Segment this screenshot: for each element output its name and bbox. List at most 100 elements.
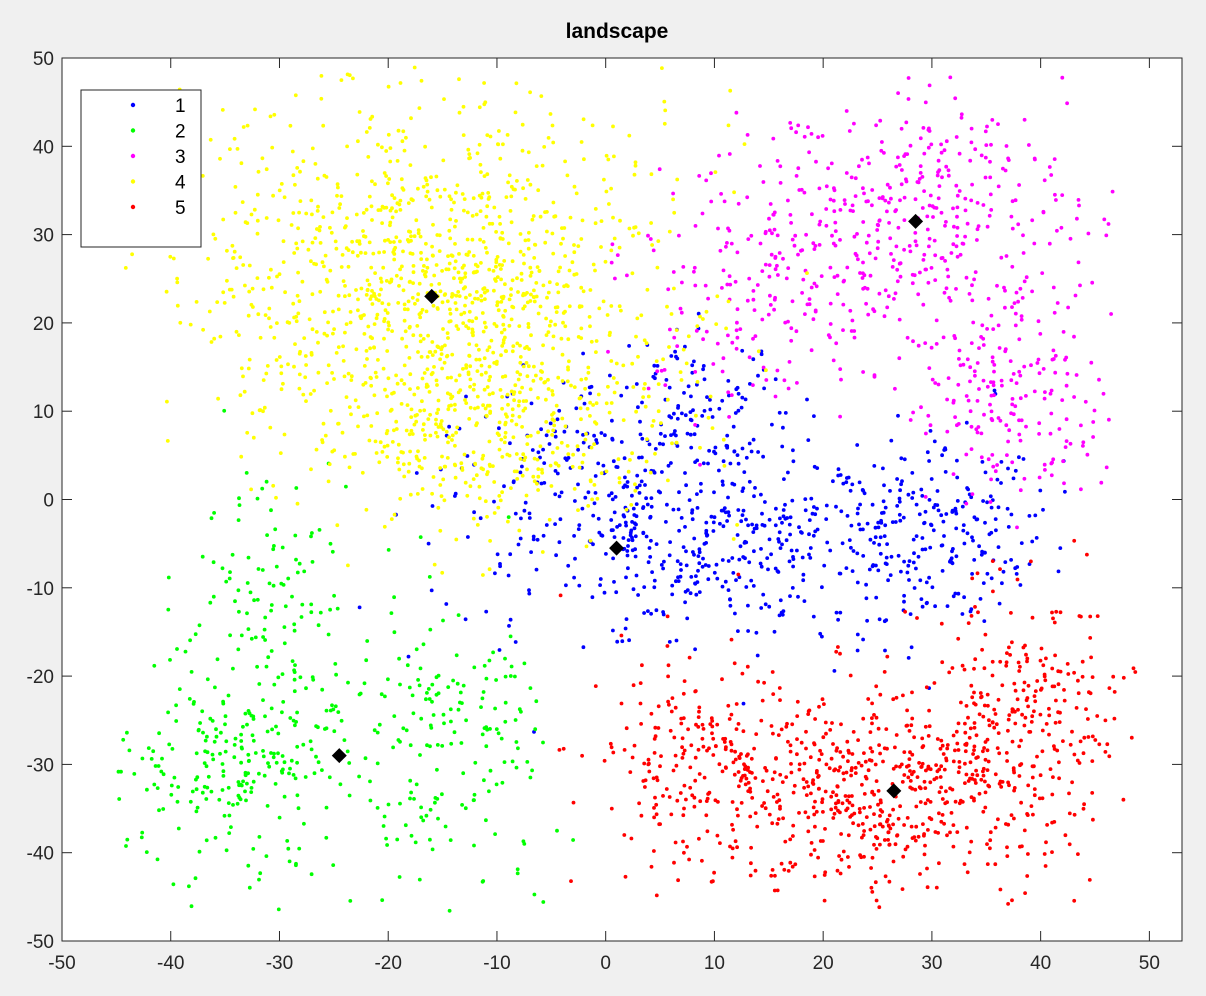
data-point [742, 142, 747, 147]
data-point [802, 134, 807, 139]
data-point [1005, 453, 1009, 457]
data-point [449, 375, 453, 380]
data-point [1031, 812, 1035, 817]
data-point [582, 401, 587, 406]
data-point [985, 842, 989, 846]
data-point [928, 193, 933, 198]
data-point [648, 555, 653, 559]
data-point [271, 193, 275, 198]
data-point [876, 789, 881, 793]
data-point [747, 560, 752, 565]
data-point [922, 833, 926, 838]
data-point [269, 267, 273, 272]
data-point [1014, 381, 1019, 385]
data-point [969, 126, 974, 131]
data-point [226, 801, 231, 805]
data-point [556, 269, 561, 274]
data-point [480, 311, 485, 315]
data-point [364, 207, 369, 212]
data-point [809, 285, 814, 290]
data-point [409, 428, 414, 433]
data-point [1131, 666, 1136, 671]
data-point [368, 779, 372, 784]
data-point [968, 158, 973, 163]
data-point [790, 722, 795, 727]
data-point [701, 727, 706, 731]
data-point [370, 179, 374, 184]
data-point [760, 269, 765, 273]
data-point [672, 286, 676, 291]
data-point [703, 563, 708, 567]
data-point [998, 659, 1003, 664]
data-point [935, 737, 940, 741]
data-point [643, 404, 648, 409]
data-point [446, 336, 450, 340]
data-point [440, 300, 445, 305]
data-point [963, 749, 968, 754]
data-point [783, 839, 788, 844]
data-point [961, 242, 966, 246]
data-point [438, 466, 443, 470]
data-point [496, 308, 501, 313]
data-point [955, 499, 960, 503]
data-point [231, 294, 236, 299]
data-point [601, 463, 606, 468]
data-point [795, 548, 799, 553]
data-point [497, 494, 502, 498]
data-point [993, 469, 998, 474]
data-point [1037, 371, 1042, 376]
data-point [512, 398, 516, 403]
data-point [235, 801, 240, 806]
data-point [190, 789, 195, 794]
data-point [988, 838, 993, 843]
data-point [844, 480, 849, 485]
data-point [646, 609, 650, 613]
data-point [588, 400, 592, 405]
data-point [1058, 710, 1062, 715]
data-point [1013, 688, 1018, 693]
data-point [874, 684, 879, 689]
data-point [333, 239, 338, 244]
x-tick-label: -20 [374, 953, 401, 974]
data-point [697, 174, 702, 178]
data-point [249, 212, 254, 217]
data-point [684, 563, 689, 568]
data-point [266, 761, 270, 765]
data-point [1005, 759, 1009, 763]
data-point [733, 839, 738, 844]
data-point [923, 786, 928, 790]
data-point [419, 257, 424, 261]
data-point [962, 541, 967, 546]
data-point [243, 789, 247, 794]
data-point [287, 771, 291, 776]
data-point [360, 314, 364, 318]
data-point [771, 692, 776, 696]
data-point [416, 350, 420, 354]
data-point [880, 140, 884, 144]
data-point [392, 428, 396, 433]
data-point [630, 271, 635, 276]
data-point [471, 253, 476, 258]
data-point [751, 357, 756, 362]
data-point [877, 617, 882, 622]
data-point [898, 488, 902, 493]
data-point [794, 174, 799, 178]
data-point [298, 169, 302, 174]
data-point [441, 327, 445, 331]
data-point [1039, 646, 1044, 651]
data-point [465, 237, 470, 242]
data-point [1051, 775, 1055, 779]
data-point [803, 508, 808, 513]
data-point [250, 286, 255, 291]
data-point [213, 236, 218, 241]
data-point [941, 519, 946, 524]
data-point [420, 487, 425, 491]
data-point [344, 395, 349, 399]
data-point [338, 782, 343, 787]
data-point [950, 666, 955, 670]
data-point [622, 748, 627, 752]
data-point [835, 292, 840, 296]
data-point [784, 724, 789, 729]
data-point [973, 778, 977, 782]
